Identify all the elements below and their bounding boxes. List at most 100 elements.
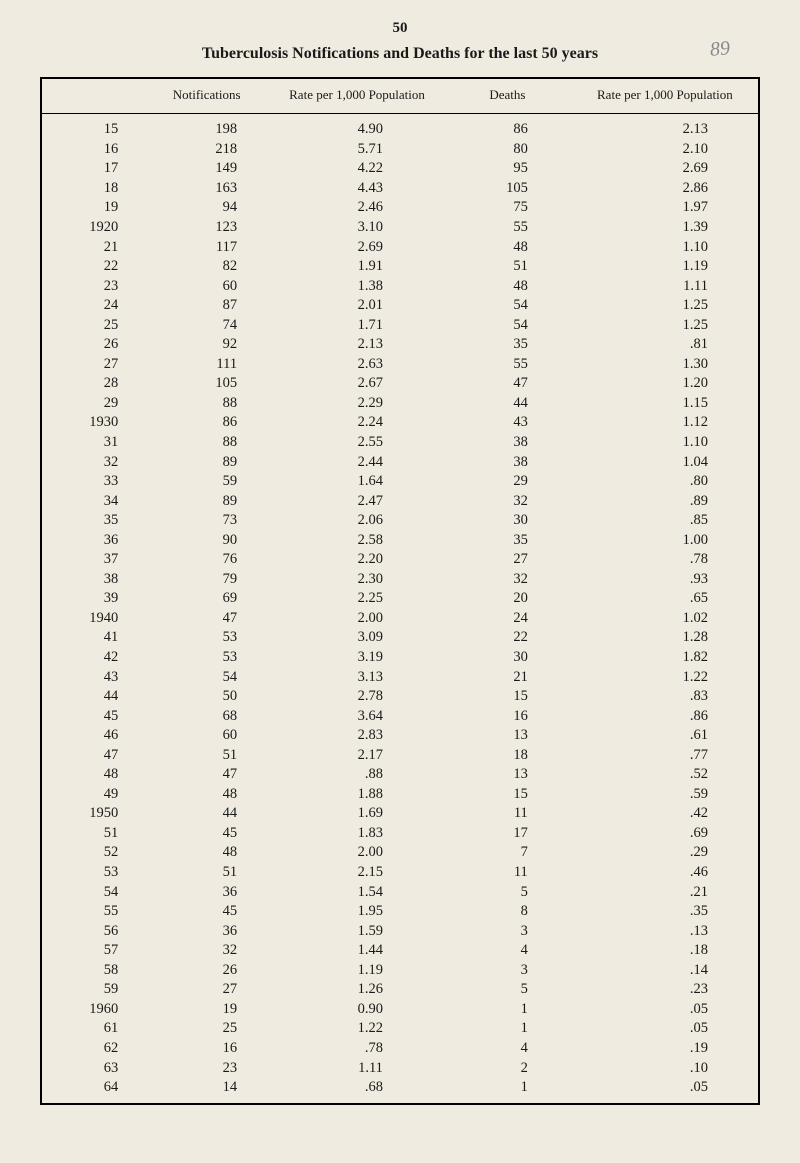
table-cell: 30 xyxy=(443,648,572,668)
table-cell: .81 xyxy=(572,335,758,355)
table-cell: 1 xyxy=(443,1019,572,1039)
table-row: 31882.55381.10 xyxy=(42,433,758,453)
table-row: 41533.09221.28 xyxy=(42,628,758,648)
table-cell: 26 xyxy=(142,960,271,980)
table-cell: 27 xyxy=(42,354,142,374)
table-cell: 38 xyxy=(443,433,572,453)
table-cell: 3.64 xyxy=(271,706,443,726)
table-cell: 105 xyxy=(142,374,271,394)
table-cell: 32 xyxy=(443,491,572,511)
table-row: 271112.63551.30 xyxy=(42,354,758,374)
table-cell: 51 xyxy=(42,823,142,843)
table-cell: 19 xyxy=(42,198,142,218)
table-cell: 1.04 xyxy=(572,452,758,472)
table-cell: 2.13 xyxy=(271,335,443,355)
table-cell: 123 xyxy=(142,217,271,237)
table-cell: 5 xyxy=(443,980,572,1000)
table-cell: 34 xyxy=(42,491,142,511)
table-cell: 15 xyxy=(443,687,572,707)
table-cell: 1.11 xyxy=(271,1058,443,1078)
table-cell: 3.09 xyxy=(271,628,443,648)
corner-mark: 89 xyxy=(709,37,731,62)
table-cell: 23 xyxy=(42,276,142,296)
table-cell: 24 xyxy=(42,296,142,316)
col-notifications: Notifications xyxy=(142,79,271,114)
table-row: 49481.8815.59 xyxy=(42,784,758,804)
table-row: 57321.444.18 xyxy=(42,941,758,961)
table-cell: 51 xyxy=(443,257,572,277)
table-cell: 4.22 xyxy=(271,159,443,179)
table-cell: 163 xyxy=(142,178,271,198)
table-cell: 51 xyxy=(142,863,271,883)
table-cell: 52 xyxy=(42,843,142,863)
table-cell: .89 xyxy=(572,491,758,511)
table-cell: 5 xyxy=(443,882,572,902)
table-row: 32892.44381.04 xyxy=(42,452,758,472)
table-cell: .78 xyxy=(271,1038,443,1058)
table-cell: 4.90 xyxy=(271,114,443,140)
table-cell: 2.44 xyxy=(271,452,443,472)
table-cell: .86 xyxy=(572,706,758,726)
table-cell: 68 xyxy=(142,706,271,726)
tb-table: Notifications Rate per 1,000 Population … xyxy=(42,79,758,1103)
table-cell: 198 xyxy=(142,114,271,140)
table-cell: 48 xyxy=(142,843,271,863)
table-cell: 89 xyxy=(142,452,271,472)
table-cell: 2.46 xyxy=(271,198,443,218)
table-cell: 1.69 xyxy=(271,804,443,824)
table-row: 45683.6416.86 xyxy=(42,706,758,726)
table-cell: 1.26 xyxy=(271,980,443,1000)
table-row: 52482.007.29 xyxy=(42,843,758,863)
table-cell: 1.19 xyxy=(572,257,758,277)
table-cell: 1 xyxy=(443,999,572,1019)
table-cell: 22 xyxy=(42,257,142,277)
table-cell: .05 xyxy=(572,999,758,1019)
table-cell: 2.83 xyxy=(271,726,443,746)
table-cell: 2.69 xyxy=(271,237,443,257)
table-cell: 3 xyxy=(443,921,572,941)
table-cell: 25 xyxy=(42,315,142,335)
table-cell: 2.06 xyxy=(271,511,443,531)
table-cell: 44 xyxy=(142,804,271,824)
table-cell: 4.43 xyxy=(271,178,443,198)
page-number: 50 xyxy=(40,20,760,37)
table-cell: 94 xyxy=(142,198,271,218)
table-cell: 1.22 xyxy=(572,667,758,687)
table-cell: 7 xyxy=(443,843,572,863)
table-cell: .52 xyxy=(572,765,758,785)
table-cell: 8 xyxy=(443,902,572,922)
table-row: 1950441.6911.42 xyxy=(42,804,758,824)
table-cell: .61 xyxy=(572,726,758,746)
col-rate-notif: Rate per 1,000 Population xyxy=(271,79,443,114)
table-cell: 1940 xyxy=(42,608,142,628)
table-row: 4847.8813.52 xyxy=(42,765,758,785)
table-cell: 29 xyxy=(443,472,572,492)
table-cell: 63 xyxy=(42,1058,142,1078)
table-cell: 1.91 xyxy=(271,257,443,277)
table-row: 6414.681.05 xyxy=(42,1078,758,1103)
table-cell: 2.67 xyxy=(271,374,443,394)
table-cell: 45 xyxy=(142,902,271,922)
table-row: 59271.265.23 xyxy=(42,980,758,1000)
table-cell: 58 xyxy=(42,960,142,980)
table-row: 23601.38481.11 xyxy=(42,276,758,296)
table-cell: 218 xyxy=(142,139,271,159)
table-row: 211172.69481.10 xyxy=(42,237,758,257)
table-cell: 1.83 xyxy=(271,823,443,843)
table-row: 46602.8313.61 xyxy=(42,726,758,746)
table-cell: 4 xyxy=(443,1038,572,1058)
table-cell: 26 xyxy=(42,335,142,355)
table-cell: .77 xyxy=(572,745,758,765)
table-cell: 35 xyxy=(42,511,142,531)
table-cell: 49 xyxy=(42,784,142,804)
table-cell: 15 xyxy=(443,784,572,804)
table-row: 58261.193.14 xyxy=(42,960,758,980)
table-cell: 19 xyxy=(142,999,271,1019)
table-cell: 43 xyxy=(443,413,572,433)
table-cell: 1950 xyxy=(42,804,142,824)
table-cell: 11 xyxy=(443,804,572,824)
table-row: 1940472.00241.02 xyxy=(42,608,758,628)
table-cell: 3.13 xyxy=(271,667,443,687)
table-cell: .46 xyxy=(572,863,758,883)
table-cell: 2.01 xyxy=(271,296,443,316)
